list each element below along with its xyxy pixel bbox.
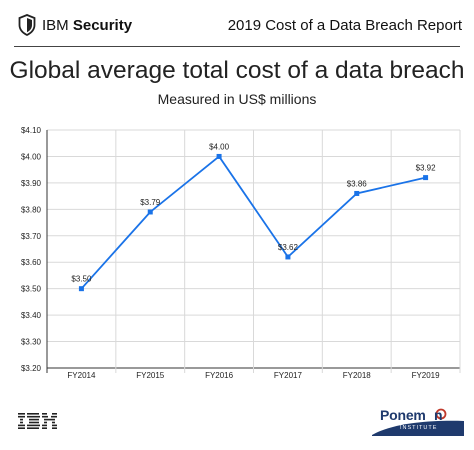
- x-axis-ticks: FY2014 FY2015 FY2016 FY2017 FY2018 FY2019: [67, 371, 440, 380]
- report-header: IBM Security 2019 Cost of a Data Breach …: [0, 0, 474, 50]
- header-divider: [14, 46, 460, 47]
- ibm-logo: [18, 413, 57, 429]
- series-line-path: [80, 155, 426, 290]
- y-tick-label: $3.60: [21, 258, 42, 267]
- ponemon-logo: Ponemon INSTITUTE: [370, 405, 465, 437]
- x-tick-label: FY2019: [412, 371, 441, 380]
- x-tick-label: FY2017: [274, 371, 303, 380]
- brand-security-text: Security: [72, 17, 133, 34]
- y-axis-ticks: $3.20 $3.30 $3.40 $3.50 $3.60 $3.70 $3.80 $3.90…: [21, 126, 42, 373]
- data-label: $4.00: [209, 142, 230, 151]
- ponemon-swoosh-icon: [372, 408, 464, 436]
- data-point: [423, 175, 429, 181]
- x-tick-label: FY2018: [343, 371, 372, 380]
- shield-icon: [18, 14, 36, 36]
- series-line: [80, 155, 426, 290]
- x-tick-label: FY2016: [205, 371, 234, 380]
- data-label: $3.92: [416, 164, 437, 173]
- brand-ibm-text: IBM: [42, 17, 69, 34]
- data-point: [78, 286, 84, 292]
- y-tick-label: $3.50: [21, 285, 42, 294]
- data-point: [147, 209, 153, 215]
- report-title: 2019 Cost of a Data Breach Report: [227, 17, 462, 34]
- y-tick-label: $3.80: [21, 205, 42, 214]
- chart-subtitle: Measured in US$ millions: [157, 91, 317, 107]
- y-tick-label: $4.10: [21, 126, 42, 135]
- data-label: $3.86: [347, 179, 368, 188]
- data-point: [354, 190, 360, 196]
- brand-name: IBM Security: [42, 17, 132, 34]
- y-tick-label: $3.90: [21, 179, 42, 188]
- data-label: $3.50: [71, 275, 92, 284]
- x-tick-label: FY2015: [136, 371, 165, 380]
- data-label: $3.62: [278, 243, 299, 252]
- ponemon-wordmark: Ponemon: [380, 407, 443, 423]
- data-point: [216, 153, 222, 159]
- data-point: [285, 254, 291, 260]
- y-tick-label: $3.20: [21, 364, 42, 373]
- y-tick-label: $3.70: [21, 232, 42, 241]
- y-tick-label: $3.40: [21, 311, 42, 320]
- data-label: $3.79: [140, 198, 161, 207]
- x-tick-label: FY2014: [67, 371, 96, 380]
- grid-lines: [46, 129, 461, 373]
- y-tick-label: $4.00: [21, 152, 42, 161]
- line-chart: $3.20 $3.30 $3.40 $3.50 $3.60 $3.70 $3.80 $3.90…: [21, 126, 461, 380]
- y-tick-label: $3.30: [21, 338, 42, 347]
- series-points: [78, 153, 429, 292]
- chart-title: Global average total cost of a data brea…: [9, 57, 465, 84]
- ponemon-sub-wordmark: INSTITUTE: [400, 425, 438, 431]
- data-labels: $3.50 $3.79 $4.00 $3.62 $3.86 $3.92: [71, 142, 436, 283]
